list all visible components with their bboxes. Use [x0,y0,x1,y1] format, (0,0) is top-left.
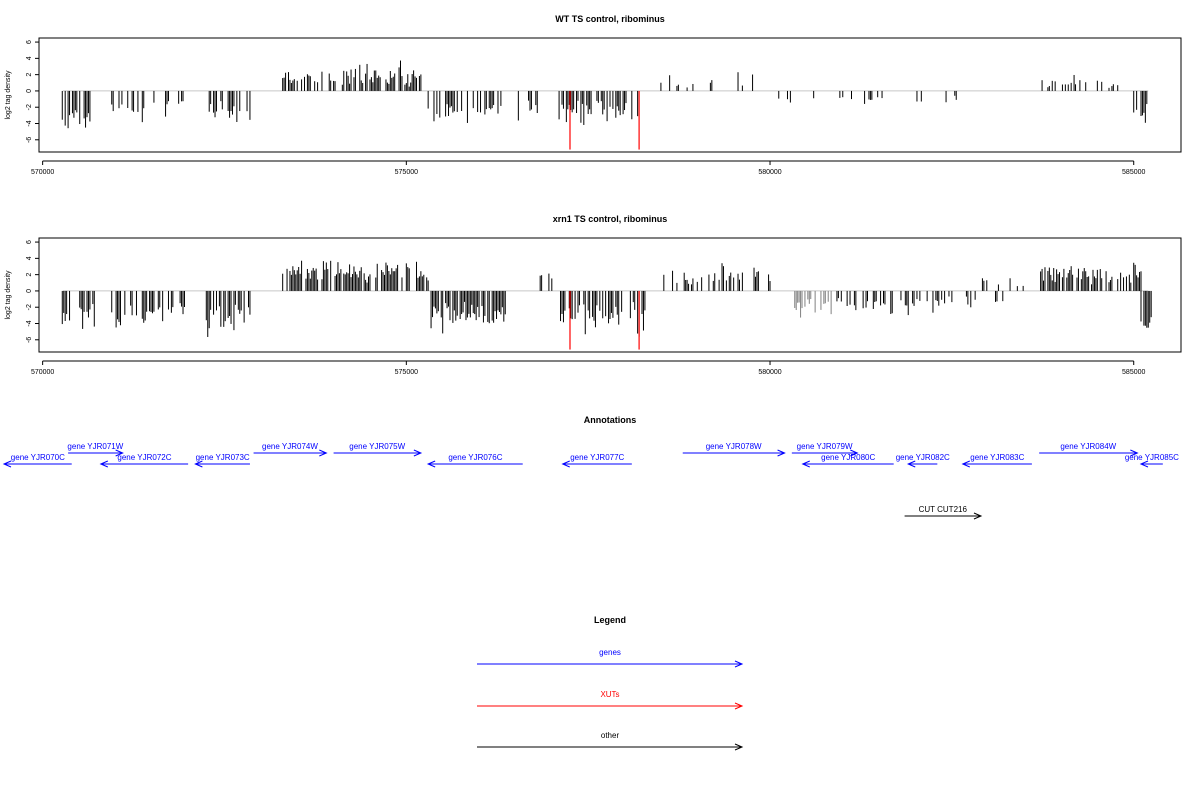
x-tick-label: 570000 [31,369,54,376]
feature-arrow-head [561,460,570,468]
legend-label: other [601,731,620,740]
y-tick-label: -6 [26,137,33,143]
feature-label: gene YJR071W [67,442,123,451]
y-tick-label: -4 [26,320,33,326]
x-tick-label: 575000 [395,369,418,376]
y-axis-label: log2 tag density [5,70,12,120]
plot-frame [38,37,1182,153]
feature-label: gene YJR075W [349,442,405,451]
plot-frame [38,237,1182,353]
feature-arrow-head [973,512,983,520]
feature-arrow-head [801,460,810,468]
y-tick-label: 4 [26,56,33,60]
feature-label: gene YJR070C [11,453,65,462]
x-tick-label: 580000 [758,369,781,376]
feature-label: gene YJR079W [797,442,853,451]
feature-label: gene YJR077C [570,453,624,462]
feature-arrow-head [850,449,859,457]
legend-title: Legend [594,615,626,625]
annotations-title: Annotations [584,415,637,425]
marker-group [569,290,640,350]
feature-label: gene YJR080C [821,453,875,462]
feature-arrow-head [319,449,328,457]
y-tick-label: -2 [26,304,33,310]
density-panel-xrn1: xrn1 TS control, ribominus log2 tag dens… [5,214,1182,376]
density-panel-wt: WT TS control, ribominus log2 tag densit… [5,14,1182,176]
feature-arrow-head [2,460,12,468]
panel-title: WT TS control, ribominus [555,14,665,24]
y-tick-label: 0 [26,89,33,93]
feature-label: gene YJR084W [1060,442,1116,451]
feature-label: gene YJR076C [448,453,502,462]
x-tick-label: 585000 [1122,169,1145,176]
x-tick-label: 585000 [1122,369,1145,376]
x-tick-label: 575000 [395,169,418,176]
y-axis-label: log2 tag density [5,270,12,320]
x-tick-label: 580000 [758,169,781,176]
y-tick-label: -2 [26,104,33,110]
feature-arrow-head [413,449,423,457]
legend-label: XUTs [600,690,619,699]
feature-label: gene YJR083C [970,453,1024,462]
panel-title: xrn1 TS control, ribominus [553,214,668,224]
feature-arrow-head [777,449,786,457]
feature-arrow-head [426,460,436,468]
bar-group [61,60,1149,129]
legend-arrow-head [734,702,744,710]
feature-arrow-head [1139,460,1149,468]
y-axis: 6 4 2 0 -2 -4 -6 [26,240,39,343]
y-tick-label: 0 [26,289,33,293]
feature-label: gene YJR072C [117,453,171,462]
legend-arrow-head [734,660,744,668]
feature-label: CUT CUT216 [919,505,968,514]
x-axis: 570000 575000 580000 585000 [31,160,1146,176]
y-tick-label: 2 [26,273,33,277]
legend-label: genes [599,648,621,657]
feature-label: gene YJR073C [196,453,250,462]
feature-arrow-head [115,449,124,457]
feature-label: gene YJR074W [262,442,318,451]
feature-arrow-head [906,460,916,468]
bar-group [61,260,1152,337]
x-tick-label: 570000 [31,169,54,176]
feature-label: gene YJR082C [896,453,950,462]
y-tick-label: 6 [26,40,33,44]
feature-arrow-head [99,460,109,468]
feature-label: gene YJR085C [1125,453,1179,462]
y-tick-label: -6 [26,337,33,343]
legend: Legend genes XUTs other [477,615,744,751]
x-axis: 570000 575000 580000 585000 [31,360,1146,376]
y-axis: 6 4 2 0 -2 -4 -6 [26,40,39,143]
feature-arrow-head [1130,449,1139,457]
feature-arrow-head [961,460,970,468]
y-tick-label: 4 [26,256,33,260]
feature-arrow-head [194,460,203,468]
y-tick-label: 6 [26,240,33,244]
marker-group [569,90,640,150]
legend-items: genes XUTs other [477,648,744,751]
legend-arrow-head [734,743,744,751]
y-tick-label: 2 [26,73,33,77]
y-tick-label: -4 [26,120,33,126]
feature-label: gene YJR078W [706,442,762,451]
